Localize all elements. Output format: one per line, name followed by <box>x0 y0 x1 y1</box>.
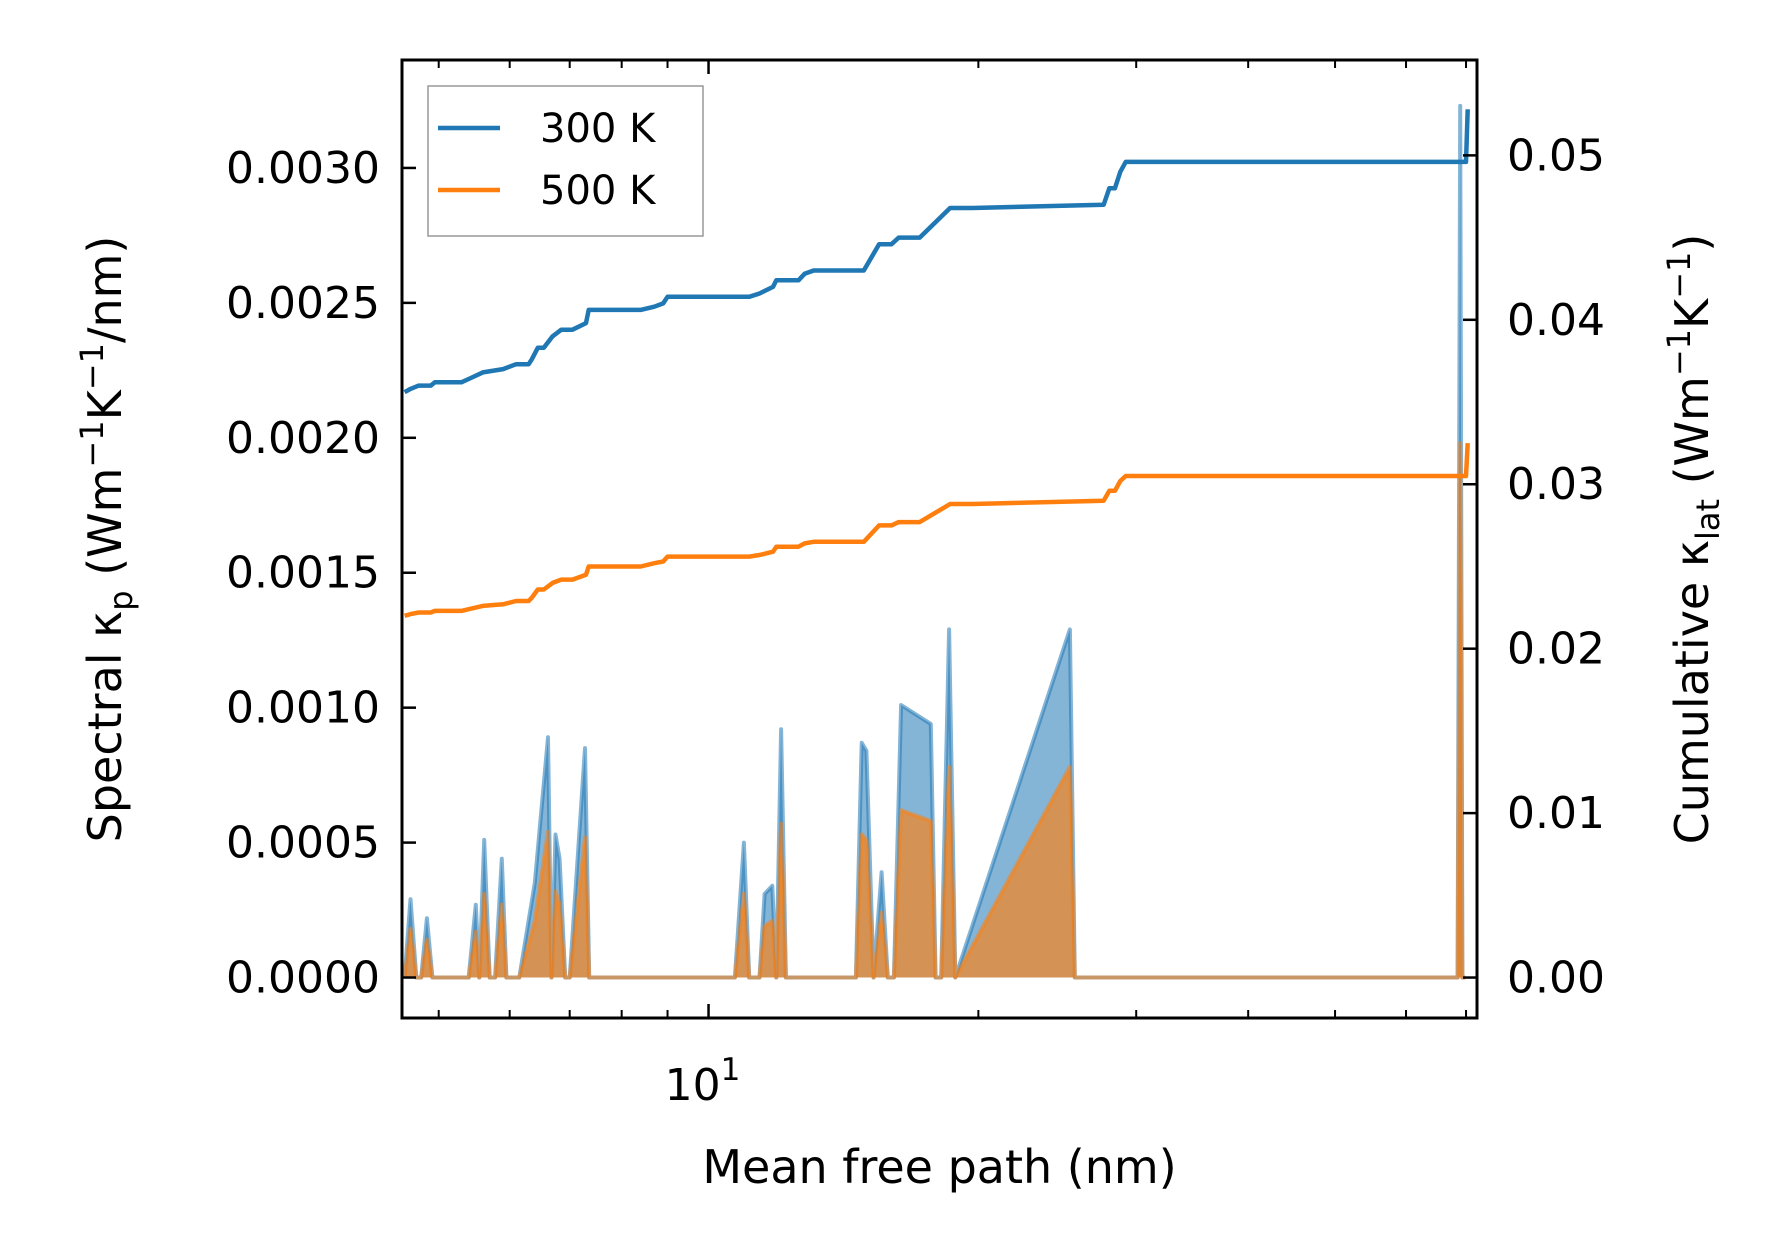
right-tick-label: 0.01 <box>1507 788 1605 839</box>
x-axis-title: Mean free path (nm) <box>702 1140 1176 1194</box>
left-tick-label: 0.0020 <box>226 413 380 464</box>
right-axis-title: Cumulative κlat (Wm−1K−1) <box>1660 234 1727 845</box>
left-axis-title-superscript: −1 <box>73 420 111 467</box>
left-axis-title: Spectral κp (Wm−1K−1/nm) <box>73 236 140 843</box>
right-tick-label: 0.02 <box>1507 624 1605 675</box>
right-axis-title-units-end: ) <box>1665 234 1719 252</box>
left-tick-label: 0.0000 <box>226 953 380 1004</box>
left-tick-label: 0.0010 <box>226 683 380 734</box>
legend-label: 500 K <box>540 168 657 214</box>
labels-layer: 0.00000.00050.00100.00150.00200.00250.00… <box>73 130 1727 1194</box>
left-tick-label: 0.0015 <box>226 548 380 599</box>
plot-frame <box>400 58 1479 1020</box>
right-tick-label: 0.05 <box>1507 130 1605 181</box>
left-axis-title-units-end: /nm) <box>78 236 132 343</box>
cumulative-500k-line <box>403 442 1470 618</box>
x-tick-base: 10 <box>665 1060 721 1111</box>
legend-label: 300 K <box>540 106 657 152</box>
cumulative-300k-line <box>403 109 1470 395</box>
left-axis-title-superscript: −1 <box>73 343 111 390</box>
left-tick-label: 0.0005 <box>226 818 380 869</box>
right-axis-title-units-k: K <box>1665 297 1719 329</box>
cumulative-layer <box>403 109 1470 618</box>
spectral-500k-line <box>402 441 1466 980</box>
legend-box <box>427 85 704 237</box>
right-axis-title-units: (Wm <box>1665 376 1719 499</box>
left-axis-title-main: Spectral κ <box>78 611 132 843</box>
left-tick-label: 0.0025 <box>226 278 380 329</box>
left-axis-title-units-k: K <box>78 388 132 420</box>
right-axis-title-subscript: lat <box>1689 499 1727 540</box>
right-axis-title-main: Cumulative κ <box>1665 540 1719 844</box>
legend-layer: 300 K 500 K <box>427 85 704 237</box>
right-tick-label: 0.03 <box>1507 459 1605 510</box>
left-tick-label: 0.0030 <box>226 143 380 194</box>
right-tick-label: 0.00 <box>1507 953 1605 1004</box>
left-axis-title-subscript: p <box>102 590 140 610</box>
right-tick-label: 0.04 <box>1507 295 1605 346</box>
axes-layer <box>400 58 1479 1020</box>
right-axis-title-superscript: −1 <box>1660 252 1698 299</box>
left-axis-title-units: (Wm <box>78 468 132 591</box>
x-tick-exponent: 1 <box>721 1052 741 1088</box>
x-tick-label: 101 <box>665 1052 741 1111</box>
spectral-layer <box>402 103 1466 980</box>
right-axis-title-superscript: −1 <box>1660 329 1698 376</box>
